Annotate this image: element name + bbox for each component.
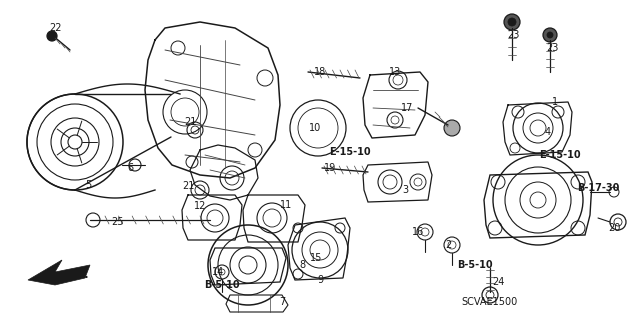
- Text: E-15-10: E-15-10: [539, 150, 581, 160]
- Text: 20: 20: [608, 223, 620, 233]
- Circle shape: [508, 18, 516, 26]
- Text: B-5-10: B-5-10: [457, 260, 493, 270]
- Circle shape: [47, 31, 57, 41]
- Text: 5: 5: [85, 180, 91, 190]
- Text: 8: 8: [299, 260, 305, 270]
- Text: 24: 24: [492, 277, 504, 287]
- Text: B-17-30: B-17-30: [577, 183, 619, 193]
- Text: 3: 3: [402, 185, 408, 195]
- Text: 9: 9: [317, 275, 323, 285]
- Circle shape: [444, 120, 460, 136]
- Text: 12: 12: [194, 201, 206, 211]
- Text: 6: 6: [127, 163, 133, 173]
- Text: SCVAE1500: SCVAE1500: [462, 297, 518, 307]
- Text: 21: 21: [182, 181, 194, 191]
- Text: 4: 4: [545, 127, 551, 137]
- Text: 11: 11: [280, 200, 292, 210]
- Text: 25: 25: [112, 217, 124, 227]
- Text: FR.: FR.: [68, 270, 88, 280]
- Text: 16: 16: [412, 227, 424, 237]
- Text: 23: 23: [507, 30, 519, 40]
- Text: E-15-10: E-15-10: [329, 147, 371, 157]
- Text: 7: 7: [279, 297, 285, 307]
- Text: 13: 13: [389, 67, 401, 77]
- Text: 1: 1: [552, 97, 558, 107]
- Text: 21: 21: [184, 117, 196, 127]
- Text: 23: 23: [546, 43, 558, 53]
- Circle shape: [504, 14, 520, 30]
- Text: 14: 14: [212, 267, 224, 277]
- Text: 18: 18: [314, 67, 326, 77]
- Polygon shape: [28, 260, 90, 285]
- Text: 22: 22: [49, 23, 61, 33]
- Text: B-5-10: B-5-10: [204, 280, 240, 290]
- Text: 17: 17: [401, 103, 413, 113]
- Text: 15: 15: [310, 253, 322, 263]
- Circle shape: [547, 32, 553, 38]
- Text: 10: 10: [309, 123, 321, 133]
- Text: 2: 2: [445, 240, 451, 250]
- Text: 19: 19: [324, 163, 336, 173]
- Circle shape: [543, 28, 557, 42]
